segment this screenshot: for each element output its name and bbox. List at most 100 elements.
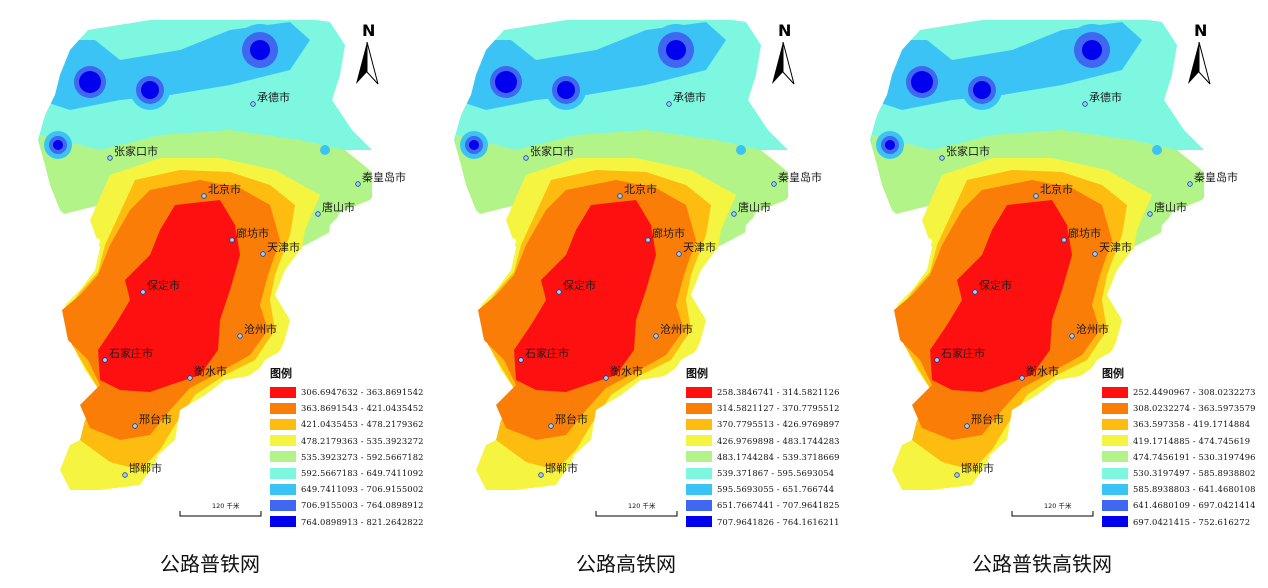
legend-range-label: 478.2179363 - 535.3923272 <box>301 435 424 446</box>
city-marker <box>676 251 682 257</box>
hotspot-2-ring-3 <box>557 81 575 99</box>
legend-item: 641.4680109 - 697.0421414 <box>1102 497 1256 513</box>
legend-item: 306.6947632 - 363.8691542 <box>270 384 424 400</box>
legend-range-label: 474.7456191 - 530.3197496 <box>1133 451 1256 462</box>
scale-bar: 120 千米 <box>595 501 678 517</box>
city-label: 唐山市 <box>322 200 355 214</box>
city-marker <box>1033 193 1039 199</box>
city-label: 廊坊市 <box>652 226 685 240</box>
legend-item: 421.0435453 - 478.2179362 <box>270 416 424 432</box>
hotspot-4-ring-3 <box>53 140 63 150</box>
north-arrow-icon: N <box>356 21 379 85</box>
legend-item: 258.3846741 - 314.5821126 <box>686 384 840 400</box>
city-label: 廊坊市 <box>1068 226 1101 240</box>
city-marker <box>645 237 651 243</box>
panel-caption: 公路普铁网 <box>160 552 260 576</box>
map-panel-2: 承德市 张家口市 秦皇岛市 北京市 唐山市 廊坊市 天津市 保定市 沧州市 石家庄市 衡水市 邢台市邯… <box>416 0 839 588</box>
city-label: 邢台市 <box>555 412 588 426</box>
hotspot-1-ring-3 <box>79 71 101 93</box>
panel-caption: 公路普铁高铁网 <box>972 552 1112 576</box>
legend-title: 图例 <box>686 367 708 380</box>
city-label: 秦皇岛市 <box>362 170 406 184</box>
legend-range-label: 764.0898913 - 821.2642822 <box>301 516 424 527</box>
legend-item: 535.3923273 - 592.5667182 <box>270 449 424 465</box>
city-marker <box>771 181 777 187</box>
legend-item: 474.7456191 - 530.3197496 <box>1102 449 1256 465</box>
city-label: 衡水市 <box>610 364 643 378</box>
city-label: 唐山市 <box>1154 200 1187 214</box>
city-label: 邯郸市 <box>961 461 994 475</box>
legend-range-label: 314.5821127 - 370.7795512 <box>717 403 840 414</box>
hotspot-3-ring-3 <box>250 40 270 60</box>
hotspot-2-ring-3 <box>973 81 991 99</box>
legend-item: 649.7411093 - 706.9155002 <box>270 481 424 497</box>
legend-swatch <box>1102 451 1128 463</box>
contour-layers <box>870 20 1217 490</box>
city-marker <box>603 375 609 381</box>
legend-swatch <box>1102 483 1128 495</box>
legend: 图例 258.3846741 - 314.5821126 314.5821127 -… <box>686 365 840 530</box>
legend-item: 764.0898913 - 821.2642822 <box>270 514 424 530</box>
city-label: 张家口市 <box>946 144 990 158</box>
legend-swatch <box>270 499 296 511</box>
city-label: 保定市 <box>147 278 180 292</box>
city-label: 石家庄市 <box>109 346 153 360</box>
city-label: 沧州市 <box>244 322 277 336</box>
legend-swatch <box>686 516 712 528</box>
hotspot-3-ring-3 <box>1082 40 1102 60</box>
legend-swatch <box>270 483 296 495</box>
scale-bar: 120 千米 <box>179 501 262 517</box>
city-marker <box>653 333 659 339</box>
map-panel-1: 承德市 张家口市 秦皇岛市 北京市 唐山市 廊坊市 天津市 保定市 沧州市 石家庄市 衡水市 邢台市邯… <box>0 0 423 588</box>
legend-range-label: 370.7795513 - 426.9769897 <box>717 419 840 430</box>
legend-item: 252.4490967 - 308.0232273 <box>1102 384 1256 400</box>
contour-zone-7 <box>98 200 240 392</box>
heat-map: 承德市张家口市秦皇岛市北京市唐山市廊坊市天津市保定市沧州市石家庄市衡水市邢台市邯… <box>454 20 822 517</box>
legend-title: 图例 <box>270 367 292 380</box>
legend-swatch <box>1102 402 1128 414</box>
city-label: 邯郸市 <box>545 461 578 475</box>
north-label: N <box>1194 21 1207 40</box>
hotspot-2-ring-3 <box>141 81 159 99</box>
legend-range-label: 419.1714885 - 474.745619 <box>1133 435 1251 446</box>
legend-range-label: 363.597358 - 419.1714884 <box>1133 419 1251 430</box>
contour-zone-7 <box>930 200 1072 392</box>
legend-range-label: 308.0232274 - 363.5973579 <box>1133 403 1256 414</box>
hotspot-1-ring-3 <box>911 71 933 93</box>
legend-item: 363.8691543 - 421.0435452 <box>270 400 424 416</box>
legend-title: 图例 <box>1102 367 1124 380</box>
city-marker <box>102 357 108 363</box>
legend-swatch <box>1102 516 1128 528</box>
city-label: 秦皇岛市 <box>1194 170 1238 184</box>
city-marker <box>548 423 554 429</box>
heat-map: 承德市张家口市秦皇岛市北京市唐山市廊坊市天津市保定市沧州市石家庄市衡水市邢台市邯… <box>38 20 406 517</box>
legend-swatch <box>686 402 712 414</box>
city-marker <box>1069 333 1075 339</box>
legend-item: 308.0232274 - 363.5973579 <box>1102 400 1256 416</box>
city-marker <box>538 472 544 478</box>
legend-item: 370.7795513 - 426.9769897 <box>686 416 840 432</box>
legend-item: 419.1714885 - 474.745619 <box>1102 433 1256 449</box>
legend-swatch <box>1102 386 1128 398</box>
legend-range-label: 306.6947632 - 363.8691542 <box>301 387 424 398</box>
city-marker <box>187 375 193 381</box>
legend-item: 539.371867 - 595.5693054 <box>686 465 840 481</box>
legend-range-label: 483.1744284 - 539.3718669 <box>717 451 840 462</box>
city-label: 沧州市 <box>1076 322 1109 336</box>
city-label: 衡水市 <box>1026 364 1059 378</box>
legend-range-label: 426.9769898 - 483.1744283 <box>717 435 840 446</box>
city-label: 天津市 <box>1099 240 1132 254</box>
city-marker <box>250 101 256 107</box>
north-label: N <box>778 21 791 40</box>
heat-map: 承德市张家口市秦皇岛市北京市唐山市廊坊市天津市保定市沧州市石家庄市衡水市邢台市邯… <box>870 20 1238 517</box>
legend-item: 314.5821127 - 370.7795512 <box>686 400 840 416</box>
city-label: 承德市 <box>673 90 706 104</box>
legend-item: 426.9769898 - 483.1744283 <box>686 433 840 449</box>
city-marker <box>355 181 361 187</box>
city-label: 唐山市 <box>738 200 771 214</box>
city-label: 北京市 <box>208 182 241 196</box>
scale-label: 120 千米 <box>212 501 240 510</box>
legend-range-label: 539.371867 - 595.5693054 <box>717 468 835 479</box>
city-label: 衡水市 <box>194 364 227 378</box>
city-marker <box>972 289 978 295</box>
